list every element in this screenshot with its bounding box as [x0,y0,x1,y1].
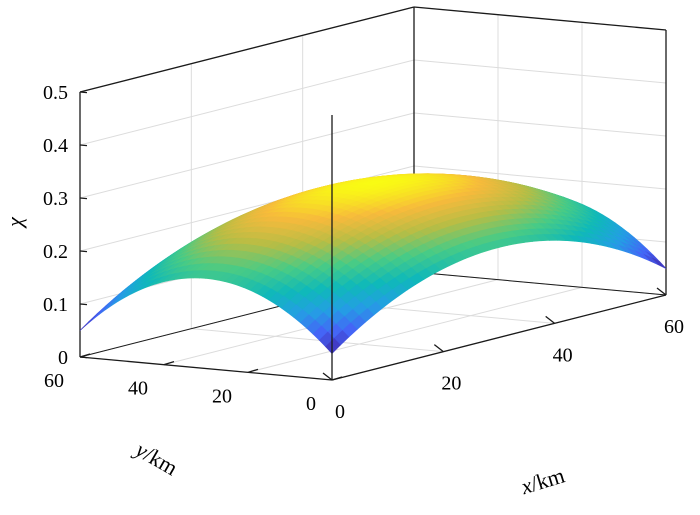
x-axis-label-unit: /km [527,462,567,496]
y-tick-label: 0 [306,393,316,415]
z-tick [79,250,88,253]
box-edge [331,294,667,381]
z-tick-label: 0.3 [43,188,68,210]
y-axis-label: y/km [130,436,182,481]
x-tick-label: 20 [441,373,461,395]
z-tick [79,144,88,147]
z-tick [79,91,88,94]
surface-patch [651,257,667,269]
box-edge [413,6,667,31]
surface-patch [325,337,341,355]
z-tick-label: 0.1 [43,294,68,316]
grid-line [191,328,444,353]
z-tick-label: 0.5 [43,82,68,104]
x-tick-label: 40 [553,344,573,366]
z-tick [79,303,88,306]
x-tick [322,372,333,381]
z-tick [79,197,88,200]
y-tick [79,353,91,358]
y-tick-label: 40 [128,378,148,400]
x-tick [656,287,667,296]
y-tick [331,376,343,381]
grid-line [413,165,667,190]
grid-line [247,286,583,373]
box-edge [79,6,415,93]
x-tick [433,344,444,353]
x-tick [545,315,556,324]
y-tick-label: 60 [44,370,64,392]
grid-line [413,112,667,137]
z-tick-label: 0.4 [43,135,68,157]
grid-line [413,59,667,84]
z-tick-label: 0 [58,347,68,369]
z-axis-label: χ [2,216,27,229]
x-axis-label: x/km [517,462,567,499]
x-tick-label: 60 [664,316,684,338]
box-edge [413,271,667,296]
x-tick-label: 0 [335,401,345,423]
z-tick-label: 0.2 [43,241,68,263]
box-edge [79,356,333,381]
grid-line [79,112,415,199]
grid-line [79,59,415,146]
y-tick-label: 20 [212,385,232,407]
y-tick [247,368,259,373]
y-tick [163,361,175,366]
